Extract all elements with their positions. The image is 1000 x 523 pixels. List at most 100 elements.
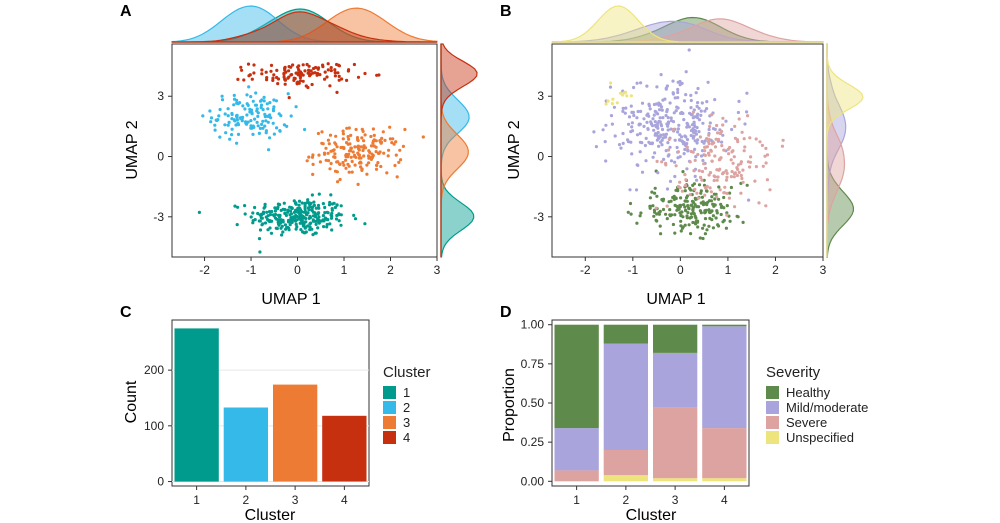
b-point-mild-moderate — [631, 110, 636, 114]
a-point-3 — [311, 162, 315, 166]
c-legend-label-1: 1 — [403, 385, 410, 400]
a-point-4 — [340, 77, 344, 81]
a-point-1 — [325, 222, 329, 227]
c-x-tick-label: 3 — [292, 493, 299, 507]
b-point-severe — [742, 149, 746, 153]
b-point-severe — [685, 145, 689, 149]
b-point-severe — [737, 117, 741, 121]
a-point-1 — [276, 205, 280, 209]
b-point-healthy — [705, 189, 709, 193]
b-point-healthy — [681, 170, 685, 174]
a-point-3 — [323, 152, 327, 156]
b-point-mild-moderate — [626, 138, 630, 142]
b-point-healthy — [689, 203, 694, 207]
d-bar-cluster-4-healthy — [702, 324, 747, 327]
panel-a-y-label: UMAP 2 — [124, 120, 141, 179]
b-point-mild-moderate — [658, 116, 662, 120]
a-point-1 — [300, 221, 304, 225]
a-point-2 — [289, 114, 293, 118]
d-bar-cluster-3-healthy — [653, 324, 698, 353]
b-point-healthy — [694, 222, 698, 226]
a-point-4 — [345, 78, 349, 82]
panel-c-x-label: Cluster — [245, 507, 296, 523]
a-point-2 — [249, 124, 253, 128]
b-point-healthy — [717, 197, 721, 201]
a-point-3 — [388, 137, 392, 141]
b-point-mild-moderate — [685, 167, 689, 171]
d-y-tick-label: 0.75 — [521, 357, 545, 371]
a-point-3 — [316, 131, 320, 136]
b-point-severe — [725, 171, 729, 175]
b-point-mild-moderate — [701, 158, 705, 163]
a-point-3 — [353, 163, 357, 167]
a-point-1 — [283, 208, 287, 212]
a-point-1 — [316, 217, 320, 221]
b-point-mild-moderate — [603, 140, 607, 144]
a-point-4 — [297, 68, 301, 72]
a-point-1 — [363, 222, 367, 226]
a-point-2 — [267, 148, 271, 152]
b-point-severe — [731, 161, 735, 165]
b-point-mild-moderate — [689, 98, 693, 103]
b-point-mild-moderate — [694, 91, 698, 95]
a-point-3 — [356, 182, 360, 186]
b-point-mild-moderate — [693, 115, 697, 119]
a-point-1 — [282, 201, 286, 205]
a-point-2 — [264, 129, 268, 133]
b-point-severe — [739, 162, 743, 166]
b-point-mild-moderate — [656, 121, 660, 125]
a-point-3 — [365, 172, 369, 176]
a-point-4 — [307, 64, 311, 68]
b-point-mild-moderate — [647, 114, 651, 118]
b-point-severe — [764, 161, 768, 165]
a-point-4 — [325, 75, 329, 79]
b-point-severe — [768, 188, 772, 192]
b-point-mild-moderate — [668, 145, 672, 149]
b-point-healthy — [674, 196, 678, 200]
b-point-severe — [688, 193, 692, 197]
a-point-2 — [285, 124, 289, 128]
a-point-1 — [280, 233, 284, 237]
b-point-mild-moderate — [693, 174, 697, 178]
a-point-4 — [264, 70, 268, 74]
a-point-1 — [263, 221, 268, 225]
b-point-healthy — [680, 210, 684, 214]
panel-b-top-density — [551, 5, 824, 43]
a-point-1 — [258, 250, 262, 254]
a-point-3 — [350, 159, 354, 164]
b-point-mild-moderate — [650, 141, 655, 145]
b-point-healthy — [736, 215, 740, 219]
b-point-mild-moderate — [678, 133, 682, 137]
a-point-1 — [279, 208, 283, 212]
b-point-mild-moderate — [660, 127, 665, 132]
a-point-3 — [360, 167, 364, 171]
b-point-mild-moderate — [617, 143, 622, 147]
c-bar-cluster-2 — [223, 407, 268, 482]
a-point-1 — [295, 210, 300, 214]
a-point-3 — [367, 161, 371, 165]
a-point-4 — [269, 69, 273, 73]
b-point-severe — [667, 137, 671, 141]
a-point-2 — [238, 101, 242, 105]
b-point-severe — [655, 159, 659, 163]
a-point-1 — [302, 231, 306, 235]
a-point-1 — [317, 192, 321, 196]
a-point-2 — [226, 123, 230, 127]
b-point-mild-moderate — [692, 128, 697, 132]
a-point-2 — [253, 103, 258, 107]
a-point-1 — [306, 206, 311, 210]
b-point-severe — [721, 172, 725, 176]
b-point-severe — [710, 159, 714, 163]
b-point-mild-moderate — [671, 92, 676, 96]
b-point-severe — [718, 188, 722, 192]
b-point-healthy — [725, 204, 729, 208]
d-legend-label-severe: Severe — [786, 415, 827, 430]
b-point-mild-moderate — [686, 149, 690, 153]
b-point-healthy — [651, 204, 655, 208]
b-point-severe — [703, 153, 708, 157]
d-y-tick-label: 0.50 — [521, 396, 545, 410]
a-point-2 — [255, 120, 259, 124]
a-point-3 — [356, 144, 360, 148]
a-point-4 — [276, 77, 281, 81]
b-point-healthy — [661, 207, 666, 212]
